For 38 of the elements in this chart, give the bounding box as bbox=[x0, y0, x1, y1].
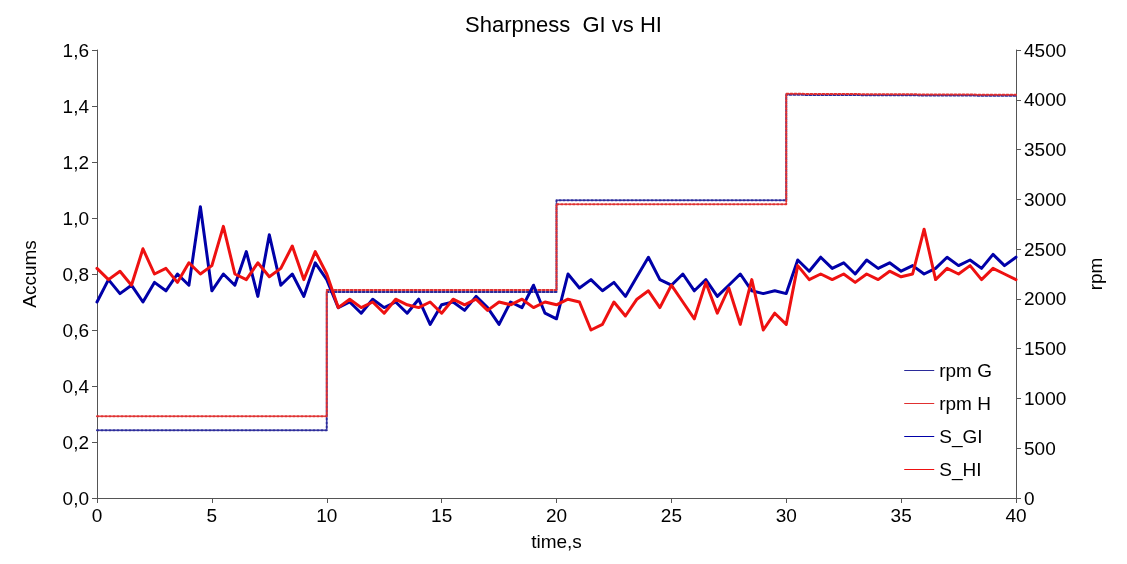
legend-label: S_GI bbox=[939, 426, 983, 448]
y2-axis-title: rpm bbox=[1085, 257, 1106, 291]
x-tick-label: 25 bbox=[660, 505, 682, 526]
legend-label: rpm H bbox=[939, 393, 991, 414]
y-tick-label: 0,6 bbox=[62, 319, 89, 341]
x-tick-label: 10 bbox=[316, 505, 338, 526]
y2-tick-label: 0 bbox=[1024, 487, 1035, 509]
y-tick-label: 0,8 bbox=[62, 263, 89, 285]
x-tick-label: 15 bbox=[431, 505, 453, 526]
legend-label: rpm G bbox=[939, 360, 992, 381]
y-tick-label: 1,0 bbox=[62, 207, 89, 229]
legend-label: S_HI bbox=[939, 459, 982, 481]
y-tick-label: 0,4 bbox=[62, 375, 90, 397]
y-tick-label: 1,2 bbox=[62, 151, 89, 173]
y-tick-label: 0,0 bbox=[62, 487, 89, 509]
x-tick-label: 40 bbox=[1005, 505, 1027, 526]
x-tick-label: 20 bbox=[545, 505, 568, 526]
y2-tick-label: 3500 bbox=[1024, 139, 1067, 161]
y-tick-label: 1,6 bbox=[62, 39, 89, 61]
x-axis-title: time,s bbox=[531, 531, 582, 552]
y-tick-label: 0,2 bbox=[62, 431, 89, 453]
y2-tick-label: 1000 bbox=[1024, 387, 1067, 409]
chart-title: Sharpness GI vs HI bbox=[465, 11, 662, 37]
y2-tick-label: 2500 bbox=[1024, 238, 1067, 260]
y2-tick-label: 1500 bbox=[1024, 338, 1067, 360]
y2-tick-label: 4500 bbox=[1024, 39, 1067, 61]
x-tick-label: 35 bbox=[890, 505, 912, 526]
y2-tick-label: 4000 bbox=[1024, 89, 1067, 111]
y-axis-title: Accums bbox=[19, 240, 40, 308]
line-series bbox=[95, 224, 1018, 332]
y2-tick-label: 3000 bbox=[1024, 188, 1067, 210]
line-series bbox=[95, 205, 1018, 326]
y2-tick-label: 2000 bbox=[1024, 288, 1067, 310]
y-tick-label: 1,4 bbox=[62, 95, 90, 117]
x-tick-label: 5 bbox=[206, 505, 218, 526]
x-tick-label: 0 bbox=[91, 505, 103, 526]
y2-tick-label: 500 bbox=[1024, 437, 1056, 459]
x-tick-label: 30 bbox=[775, 505, 797, 526]
